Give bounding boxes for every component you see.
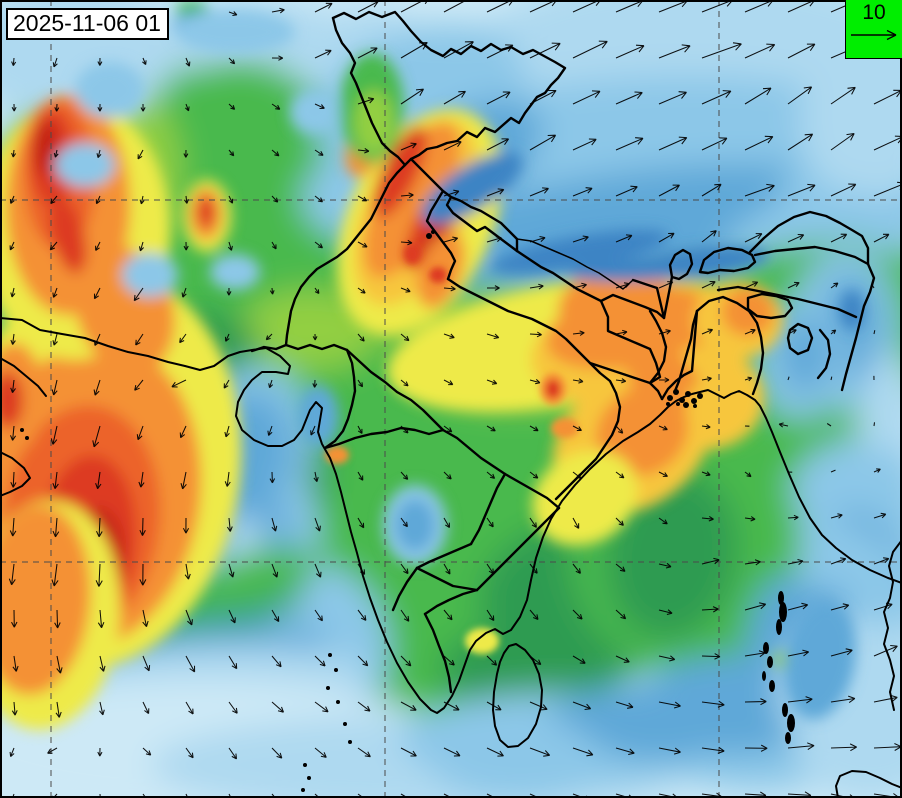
timestamp-label: 2025-11-06 01: [6, 8, 169, 40]
wind-scale-arrow-icon: [851, 29, 897, 41]
timestamp-text: 2025-11-06 01: [13, 10, 161, 36]
wind-scale-legend: 10: [845, 0, 902, 59]
wind-scale-value: 10: [862, 1, 886, 24]
